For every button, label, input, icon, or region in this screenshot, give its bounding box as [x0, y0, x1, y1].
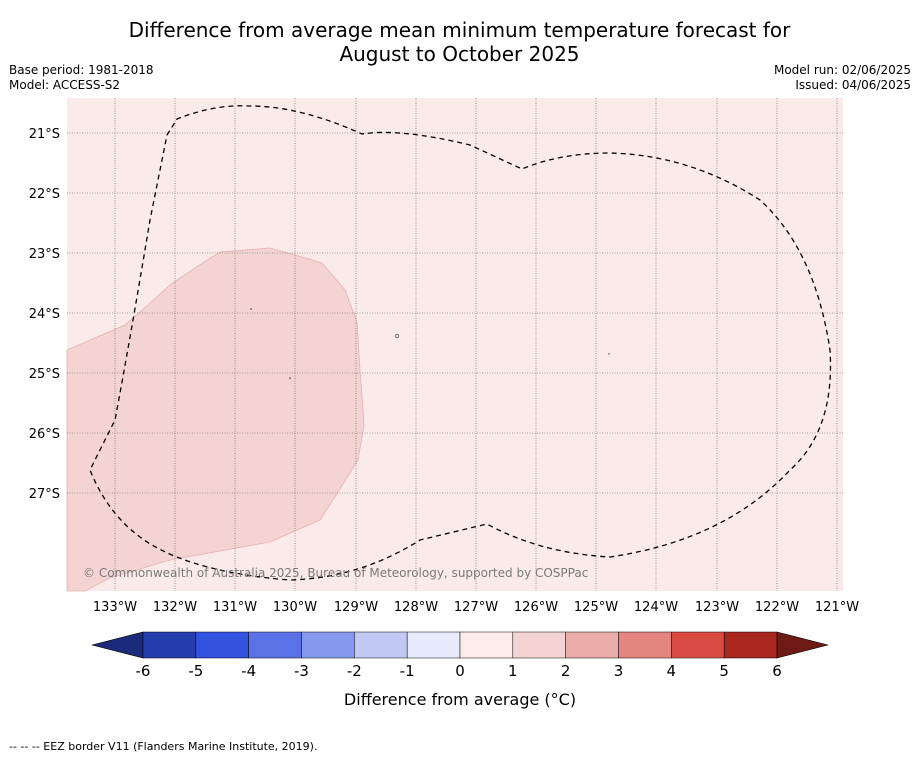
colorbar-bin — [301, 631, 355, 659]
lon-tick-label: 124°W — [634, 600, 678, 615]
colorbar-bin — [406, 631, 461, 659]
lat-tick-label: 23°S — [29, 247, 60, 262]
colorbar-tick-label: 2 — [561, 662, 571, 680]
base-period: Base period: 1981-2018 — [9, 63, 154, 77]
lon-tick-label: 125°W — [574, 600, 618, 615]
colorbar-tick-label: -4 — [241, 662, 256, 680]
colorbar-tick-label: -6 — [136, 662, 151, 680]
lon-tick-label: 123°W — [695, 600, 739, 615]
colorbar-tick-label: 6 — [772, 662, 782, 680]
lon-tick-label: 130°W — [273, 600, 317, 615]
colorbar-bin — [354, 631, 408, 659]
lon-tick-label: 128°W — [394, 600, 438, 615]
colorbar-tick-label: 5 — [719, 662, 729, 680]
title-line-1: Difference from average mean minimum tem… — [128, 18, 791, 42]
title-line-2: August to October 2025 — [339, 42, 580, 66]
eez-border — [89, 105, 832, 581]
colorbar-bin — [618, 631, 672, 659]
lat-tick-label: 25°S — [29, 367, 60, 382]
forecast-map: © Commonwealth of Australia 2025, Bureau… — [29, 98, 859, 709]
colorbar-bin — [565, 631, 619, 659]
lon-tick-label: 133°W — [93, 600, 137, 615]
colorbar-bin — [459, 631, 514, 659]
metadata-right: Model run: 02/06/2025 Issued: 04/06/2025 — [774, 63, 911, 93]
model-name: Model: ACCESS-S2 — [9, 78, 121, 92]
lon-tick-label: 126°W — [514, 600, 558, 615]
colorbar-bins — [142, 631, 778, 659]
colorbar-tick-label: 1 — [508, 662, 518, 680]
colorbar-bin — [195, 631, 249, 659]
metadata-left: Base period: 1981-2018 Model: ACCESS-S2 — [9, 63, 154, 93]
colorbar-bin — [142, 631, 197, 659]
lat-tick-label: 26°S — [29, 427, 60, 442]
lat-tick-label: 27°S — [29, 487, 60, 502]
lon-tick-label: 121°W — [815, 600, 859, 615]
lon-tick-label: 129°W — [334, 600, 378, 615]
colorbar-tick-label: 3 — [614, 662, 624, 680]
lat-tick-label: 22°S — [29, 187, 60, 202]
lon-tick-label: 132°W — [153, 600, 197, 615]
colorbar-extend-low — [91, 631, 144, 659]
island-marker — [394, 333, 400, 339]
copyright-text: © Commonwealth of Australia 2025, Bureau… — [83, 566, 588, 580]
longitude-gridlines — [114, 98, 838, 591]
colorbar-tick-labels: -6 -5 -4 -3 -2 -1 0 1 2 3 4 5 6 — [136, 662, 782, 680]
colorbar: -6 -5 -4 -3 -2 -1 0 1 2 3 4 5 6 Difference from aver… — [91, 631, 829, 709]
anomaly-region — [66, 247, 365, 592]
island-marker — [608, 353, 610, 355]
colorbar-tick-label: -5 — [188, 662, 203, 680]
chart-title: Difference from average mean minimum tem… — [0, 18, 919, 66]
island-marker — [250, 308, 252, 310]
latitude-tick-labels: 21°S 22°S 23°S 24°S 25°S 26°S 27°S — [29, 127, 60, 502]
colorbar-extend-high — [776, 631, 829, 659]
colorbar-tick-label: 4 — [667, 662, 677, 680]
lat-tick-label: 24°S — [29, 307, 60, 322]
longitude-tick-labels: 133°W 132°W 131°W 130°W 129°W 128°W 127°… — [93, 600, 859, 615]
colorbar-bin — [248, 631, 302, 659]
colorbar-tick-label: -1 — [400, 662, 415, 680]
model-run: Model run: 02/06/2025 — [773, 63, 911, 77]
colorbar-bin — [671, 631, 725, 659]
lon-tick-label: 127°W — [454, 600, 498, 615]
issued-date: Issued: 04/06/2025 — [795, 78, 911, 92]
colorbar-tick-label: -3 — [294, 662, 309, 680]
colorbar-label: Difference from average (°C) — [344, 690, 576, 709]
lon-tick-label: 131°W — [213, 600, 257, 615]
lat-tick-label: 21°S — [29, 127, 60, 142]
colorbar-tick-label: -2 — [347, 662, 362, 680]
latitude-gridlines — [67, 132, 843, 494]
island-marker — [289, 377, 291, 379]
colorbar-bin — [723, 631, 778, 659]
colorbar-tick-label: 0 — [455, 662, 465, 680]
colorbar-bin — [512, 631, 566, 659]
lon-tick-label: 122°W — [755, 600, 799, 615]
eez-legend-note: -- -- -- EEZ border V11 (Flanders Marine… — [9, 740, 318, 753]
